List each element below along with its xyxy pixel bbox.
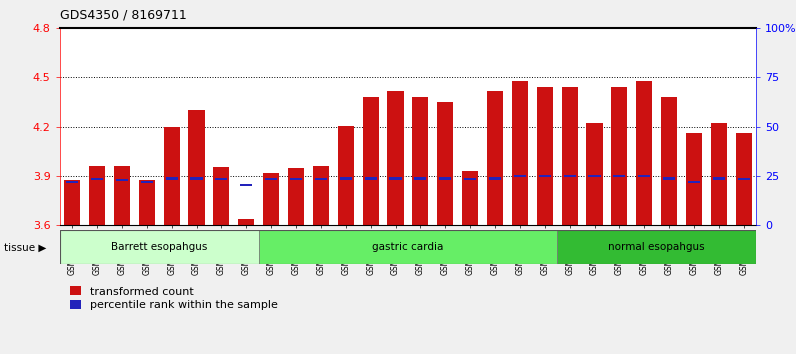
Text: gastric cardia: gastric cardia: [373, 242, 443, 252]
Bar: [711, 123, 727, 225]
Bar: [141, 181, 153, 183]
Bar: [614, 175, 626, 177]
Bar: [464, 178, 476, 180]
Bar: [64, 180, 80, 225]
Bar: [163, 127, 180, 225]
Bar: [116, 179, 128, 181]
Bar: [462, 171, 478, 225]
Bar: [736, 133, 752, 225]
Text: Barrett esopahgus: Barrett esopahgus: [111, 242, 208, 252]
Bar: [338, 126, 354, 225]
Bar: [415, 177, 427, 179]
Bar: [611, 87, 627, 225]
Bar: [738, 178, 750, 180]
Bar: [539, 175, 551, 177]
Bar: [388, 91, 404, 225]
Bar: [437, 102, 454, 225]
Bar: [190, 177, 202, 179]
Bar: [557, 230, 756, 264]
Bar: [216, 178, 228, 180]
Bar: [713, 177, 725, 179]
Bar: [636, 81, 653, 225]
Bar: [265, 178, 277, 180]
Bar: [412, 97, 428, 225]
Bar: [189, 110, 205, 225]
Bar: [238, 219, 255, 225]
Bar: [439, 177, 451, 179]
Bar: [213, 167, 229, 225]
Bar: [259, 230, 557, 264]
Bar: [588, 175, 600, 177]
Bar: [489, 177, 501, 179]
Bar: [537, 87, 553, 225]
Text: normal esopahgus: normal esopahgus: [608, 242, 705, 252]
Text: GDS4350 / 8169711: GDS4350 / 8169711: [60, 9, 186, 22]
Bar: [362, 97, 379, 225]
Bar: [587, 123, 603, 225]
Bar: [91, 178, 103, 180]
Bar: [561, 87, 578, 225]
Bar: [512, 81, 528, 225]
Bar: [139, 180, 155, 225]
Bar: [89, 166, 105, 225]
Bar: [686, 133, 702, 225]
Bar: [514, 175, 526, 177]
Legend: transformed count, percentile rank within the sample: transformed count, percentile rank withi…: [65, 282, 282, 315]
Bar: [688, 181, 700, 183]
Bar: [564, 175, 576, 177]
Bar: [288, 168, 304, 225]
Bar: [290, 178, 302, 180]
Bar: [240, 184, 252, 186]
Bar: [66, 181, 78, 183]
Text: tissue ▶: tissue ▶: [4, 243, 46, 253]
Bar: [166, 177, 178, 179]
Bar: [313, 166, 329, 225]
Bar: [315, 178, 327, 180]
Bar: [365, 177, 377, 179]
Bar: [114, 166, 130, 225]
Bar: [340, 177, 352, 179]
Bar: [661, 97, 677, 225]
Bar: [487, 91, 503, 225]
Bar: [638, 175, 650, 177]
Bar: [60, 230, 259, 264]
Bar: [663, 177, 675, 179]
Bar: [389, 177, 401, 179]
Bar: [263, 173, 279, 225]
